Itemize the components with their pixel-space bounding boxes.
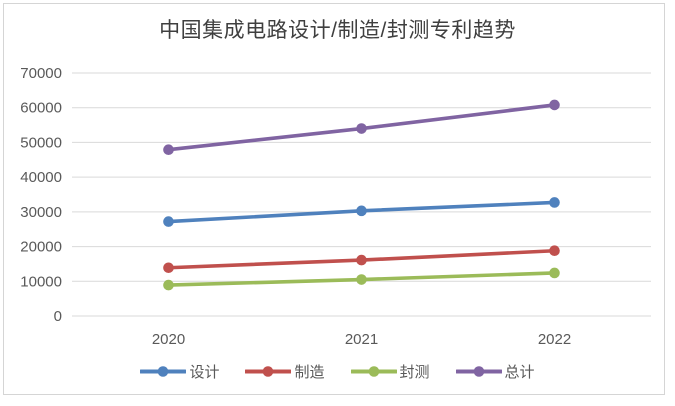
x-tick-label: 2021 — [345, 331, 378, 348]
y-tick-label: 70000 — [20, 65, 62, 82]
data-point-总计-2021 — [356, 123, 367, 134]
data-point-封测-2022 — [549, 267, 560, 279]
y-tick-label: 30000 — [20, 204, 62, 221]
legend-label: 总计 — [504, 364, 535, 381]
legend-item-制造: 制造 — [245, 361, 325, 382]
legend-marker-icon — [350, 366, 397, 377]
legend-dot — [473, 366, 484, 377]
data-point-封测-2020 — [163, 279, 174, 291]
legend-item-总计: 总计 — [455, 361, 535, 382]
legend-marker-icon — [140, 366, 187, 377]
series-layer — [163, 99, 560, 291]
y-tick-label: 10000 — [20, 273, 62, 290]
data-point-制造-2020 — [163, 262, 174, 274]
data-point-设计-2020 — [163, 216, 174, 227]
x-tick-label: 2020 — [152, 331, 185, 348]
y-tick-label: 60000 — [20, 100, 62, 117]
chart-legend: 设计 制造 封测 总计 — [0, 361, 675, 382]
data-point-总计-2022 — [549, 99, 560, 111]
legend-marker-icon — [245, 366, 292, 377]
y-tick-label: 0 — [54, 308, 62, 325]
data-point-封测-2021 — [356, 274, 367, 285]
chart-title: 中国集成电路设计/制造/封测专利趋势 — [159, 19, 516, 42]
y-tick-label: 20000 — [20, 239, 62, 256]
legend-marker-icon — [455, 366, 502, 377]
legend-item-封测: 封测 — [350, 361, 430, 382]
legend-dot — [158, 366, 169, 377]
legend-item-设计: 设计 — [140, 361, 219, 382]
y-tick-label: 50000 — [20, 134, 62, 151]
legend-dot — [263, 366, 274, 377]
data-point-总计-2020 — [163, 144, 174, 156]
data-point-制造-2021 — [356, 254, 367, 266]
data-point-设计-2022 — [549, 197, 560, 208]
legend-label: 制造 — [294, 364, 325, 381]
y-tick-label: 40000 — [20, 169, 62, 186]
legend-dot — [368, 366, 379, 377]
data-point-制造-2022 — [549, 245, 560, 257]
x-tick-label: 2022 — [538, 331, 571, 348]
data-point-设计-2021 — [356, 205, 367, 217]
y-axis-tick-labels: 0 10000 20000 30000 40000 50000 60000 70000 — [20, 65, 62, 325]
legend-label: 封测 — [399, 364, 430, 381]
x-axis-tick-labels: 2020 2021 2022 — [152, 331, 571, 348]
legend-label: 设计 — [189, 364, 220, 381]
